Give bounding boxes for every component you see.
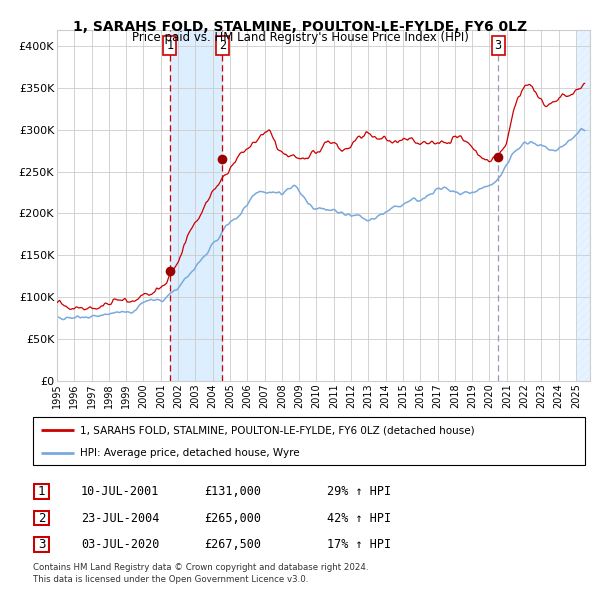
Text: 3: 3 — [38, 538, 45, 551]
FancyBboxPatch shape — [33, 417, 585, 465]
FancyBboxPatch shape — [34, 537, 49, 552]
Text: 1, SARAHS FOLD, STALMINE, POULTON-LE-FYLDE, FY6 0LZ: 1, SARAHS FOLD, STALMINE, POULTON-LE-FYL… — [73, 20, 527, 34]
FancyBboxPatch shape — [34, 484, 49, 499]
Text: 3: 3 — [494, 39, 502, 52]
Bar — [576, 30, 590, 381]
Text: HPI: Average price, detached house, Wyre: HPI: Average price, detached house, Wyre — [80, 448, 299, 458]
Text: Price paid vs. HM Land Registry's House Price Index (HPI): Price paid vs. HM Land Registry's House … — [131, 31, 469, 44]
Text: Contains HM Land Registry data © Crown copyright and database right 2024.: Contains HM Land Registry data © Crown c… — [33, 563, 368, 572]
Text: £131,000: £131,000 — [204, 485, 261, 498]
FancyBboxPatch shape — [34, 510, 49, 526]
Text: 1: 1 — [166, 39, 173, 52]
Text: 23-JUL-2004: 23-JUL-2004 — [81, 512, 160, 525]
Text: This data is licensed under the Open Government Licence v3.0.: This data is licensed under the Open Gov… — [33, 575, 308, 584]
Text: 29% ↑ HPI: 29% ↑ HPI — [327, 485, 391, 498]
Text: 2: 2 — [219, 39, 226, 52]
Text: £265,000: £265,000 — [204, 512, 261, 525]
Text: 1: 1 — [38, 485, 45, 498]
Text: 17% ↑ HPI: 17% ↑ HPI — [327, 538, 391, 551]
Text: £267,500: £267,500 — [204, 538, 261, 551]
Text: 10-JUL-2001: 10-JUL-2001 — [81, 485, 160, 498]
Text: 42% ↑ HPI: 42% ↑ HPI — [327, 512, 391, 525]
Text: 2: 2 — [38, 512, 45, 525]
Bar — [170, 30, 223, 381]
Text: 1, SARAHS FOLD, STALMINE, POULTON-LE-FYLDE, FY6 0LZ (detached house): 1, SARAHS FOLD, STALMINE, POULTON-LE-FYL… — [80, 425, 475, 435]
Text: 03-JUL-2020: 03-JUL-2020 — [81, 538, 160, 551]
